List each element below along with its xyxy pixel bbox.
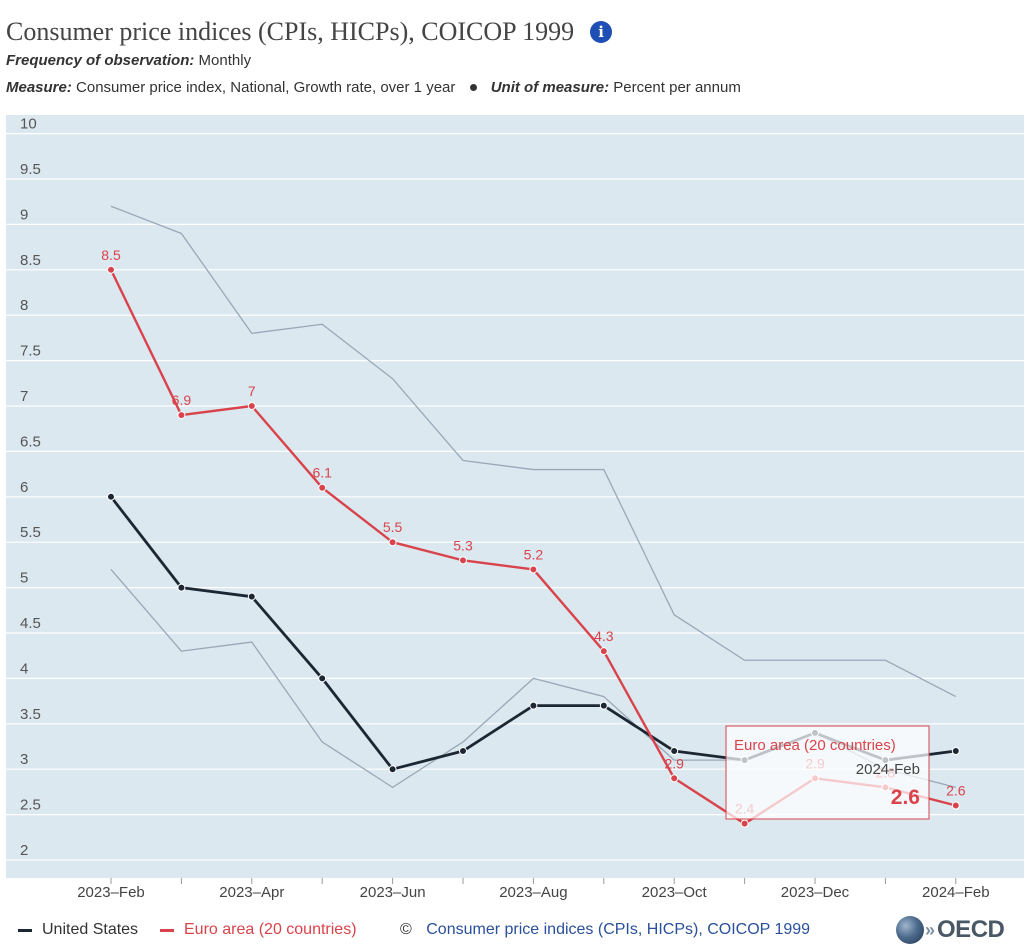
info-icon[interactable]: i bbox=[590, 21, 613, 43]
point-euro-area bbox=[740, 819, 749, 828]
footer-bar: United States Euro area (20 countries) ©… bbox=[0, 916, 1024, 946]
oecd-globe-icon bbox=[896, 916, 924, 944]
x-tick-label: 2023–Apr bbox=[219, 884, 284, 901]
point-united-states bbox=[951, 747, 960, 756]
y-tick-label: 5.5 bbox=[20, 524, 41, 541]
data-label-euro-area: 7 bbox=[248, 383, 256, 399]
point-euro-area bbox=[107, 265, 115, 274]
point-euro-area bbox=[951, 801, 960, 810]
y-tick-label: 3 bbox=[20, 751, 28, 768]
tooltip-series: Euro area (20 countries) bbox=[734, 737, 896, 754]
data-label-euro-area: 6.1 bbox=[312, 465, 332, 481]
data-label-euro-area: 5.5 bbox=[383, 519, 403, 535]
oecd-logo[interactable]: » OECD bbox=[896, 916, 1005, 944]
point-euro-area bbox=[529, 565, 538, 574]
point-united-states bbox=[459, 747, 467, 756]
point-united-states bbox=[107, 492, 115, 501]
y-tick-label: 2 bbox=[20, 842, 28, 859]
frequency-label: Frequency of observation: bbox=[6, 52, 195, 69]
range-band-upper bbox=[110, 205, 957, 698]
point-euro-area bbox=[388, 538, 397, 547]
title-row: Consumer price indices (CPIs, HICPs), CO… bbox=[6, 14, 613, 50]
y-tick-label: 5 bbox=[20, 570, 28, 587]
y-tick-label: 8 bbox=[20, 297, 28, 314]
source-credit: © Consumer price indices (CPIs, HICPs), … bbox=[400, 921, 810, 939]
oecd-logo-text: OECD bbox=[937, 916, 1005, 943]
point-euro-area bbox=[599, 647, 608, 656]
frequency-value: Monthly bbox=[198, 52, 252, 69]
separator-dot bbox=[469, 83, 477, 91]
y-tick-label: 7.5 bbox=[20, 343, 41, 360]
point-euro-area bbox=[177, 411, 186, 420]
y-tick-label: 8.5 bbox=[20, 252, 41, 269]
data-label-euro-area: 2.9 bbox=[664, 755, 684, 771]
measure-value: Consumer price index, National, Growth r… bbox=[76, 79, 456, 96]
copyright-symbol: © bbox=[400, 921, 412, 938]
y-tick-label: 9.5 bbox=[20, 161, 41, 178]
data-label-euro-area: 4.3 bbox=[594, 628, 614, 644]
x-tick-label: 2023–Aug bbox=[499, 884, 567, 901]
point-united-states bbox=[388, 765, 397, 774]
data-label-euro-area: 6.9 bbox=[172, 392, 192, 408]
data-label-euro-area: 5.2 bbox=[524, 546, 544, 562]
y-tick-label: 3.5 bbox=[20, 706, 41, 723]
line-chart[interactable]: 2 2.5 3 3.5 4 4.5 5 5.5 6 6.5 7 7.5 8 8.5 9 9.5 10 2023–F… bbox=[0, 0, 1024, 915]
measure-label: Measure: bbox=[6, 79, 72, 96]
point-united-states bbox=[670, 747, 679, 756]
y-tick-label: 10 bbox=[20, 116, 37, 133]
point-euro-area bbox=[247, 402, 256, 410]
x-tick-label: 2023–Dec bbox=[781, 884, 850, 901]
point-euro-area bbox=[670, 774, 679, 783]
frequency-meta: Frequency of observation: Monthly bbox=[6, 52, 251, 69]
legend-item-us[interactable]: United States bbox=[18, 921, 138, 939]
legend-swatch-us bbox=[18, 928, 32, 932]
unit-value: Percent per annum bbox=[613, 79, 741, 96]
tooltip-value: 2.6 bbox=[891, 786, 920, 809]
y-tick-label: 6.5 bbox=[20, 433, 41, 450]
x-tick-label: 2023–Feb bbox=[77, 884, 145, 901]
point-euro-area bbox=[318, 483, 327, 492]
legend-item-euro[interactable]: Euro area (20 countries) bbox=[160, 921, 357, 939]
point-united-states bbox=[247, 592, 256, 601]
y-tick-label: 6 bbox=[20, 479, 28, 496]
y-tick-label: 4 bbox=[20, 660, 28, 677]
x-tick-label: 2024–Feb bbox=[922, 884, 990, 901]
tooltip-box bbox=[725, 725, 930, 820]
point-euro-area bbox=[459, 556, 467, 565]
point-united-states bbox=[599, 701, 608, 710]
data-label-euro-area: 2.6 bbox=[946, 783, 966, 799]
y-tick-label: 2.5 bbox=[20, 797, 41, 814]
source-link[interactable]: Consumer price indices (CPIs, HICPs), CO… bbox=[426, 921, 811, 938]
chevrons-icon: » bbox=[925, 919, 935, 940]
point-united-states bbox=[177, 583, 186, 592]
legend-label-euro: Euro area (20 countries) bbox=[184, 921, 357, 938]
x-tick-label: 2023–Jun bbox=[360, 884, 426, 901]
point-united-states bbox=[318, 674, 327, 683]
page-title: Consumer price indices (CPIs, HICPs), CO… bbox=[6, 17, 575, 46]
y-tick-label: 9 bbox=[20, 206, 28, 223]
unit-label: Unit of measure: bbox=[490, 79, 610, 96]
tooltip-period: 2024-Feb bbox=[856, 761, 920, 778]
data-label-euro-area: 5.3 bbox=[453, 537, 473, 553]
legend-swatch-euro bbox=[160, 928, 174, 932]
legend-label-us: United States bbox=[42, 921, 139, 938]
y-tick-label: 7 bbox=[20, 388, 28, 405]
measure-meta: Measure: Consumer price index, National,… bbox=[6, 79, 741, 96]
x-tick-label: 2023–Oct bbox=[642, 884, 708, 901]
data-label-euro-area: 8.5 bbox=[101, 247, 121, 263]
y-tick-label: 4.5 bbox=[20, 615, 41, 632]
point-united-states bbox=[529, 701, 538, 710]
